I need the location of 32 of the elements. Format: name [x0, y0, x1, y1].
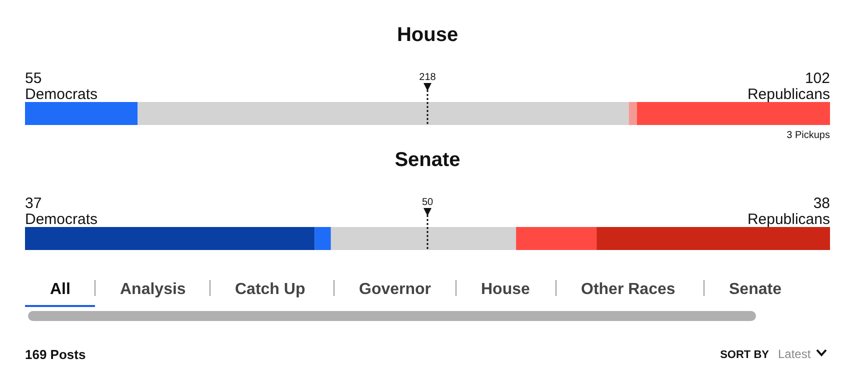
bar: [25, 227, 315, 250]
category-label: All: [50, 281, 70, 298]
bar: [636, 102, 830, 125]
category-label: Analysis: [120, 281, 186, 298]
category-label: Catch Up: [235, 281, 306, 298]
text: Latest: [778, 347, 812, 361]
series-label: Democrats: [25, 211, 98, 228]
text: 37: [25, 195, 42, 212]
text: 218: [419, 72, 436, 83]
text: 102: [804, 70, 830, 87]
category-label: House: [481, 281, 530, 298]
text: 3 Pickups: [786, 130, 830, 141]
bar: [330, 227, 516, 250]
text: SORT BY: [720, 349, 770, 361]
category-label: Other Races: [581, 281, 676, 298]
bar: [628, 102, 637, 125]
ref-line-label: 50: [422, 197, 434, 208]
bar: [314, 227, 331, 250]
category-label: Senate: [729, 281, 782, 298]
bar: [138, 102, 629, 125]
bar: [516, 227, 597, 250]
series-label: Republicans: [747, 86, 830, 103]
series-label: Republicans: [747, 211, 830, 228]
bar: [596, 227, 830, 250]
text: 169 Posts: [25, 347, 86, 362]
chart-title: Senate: [394, 149, 460, 171]
text: 55: [25, 70, 42, 87]
chart-title: House: [396, 24, 458, 46]
bar: [25, 102, 138, 125]
category-label: Governor: [359, 281, 432, 298]
series-label: Democrats: [25, 86, 98, 103]
text: 38: [813, 195, 830, 212]
